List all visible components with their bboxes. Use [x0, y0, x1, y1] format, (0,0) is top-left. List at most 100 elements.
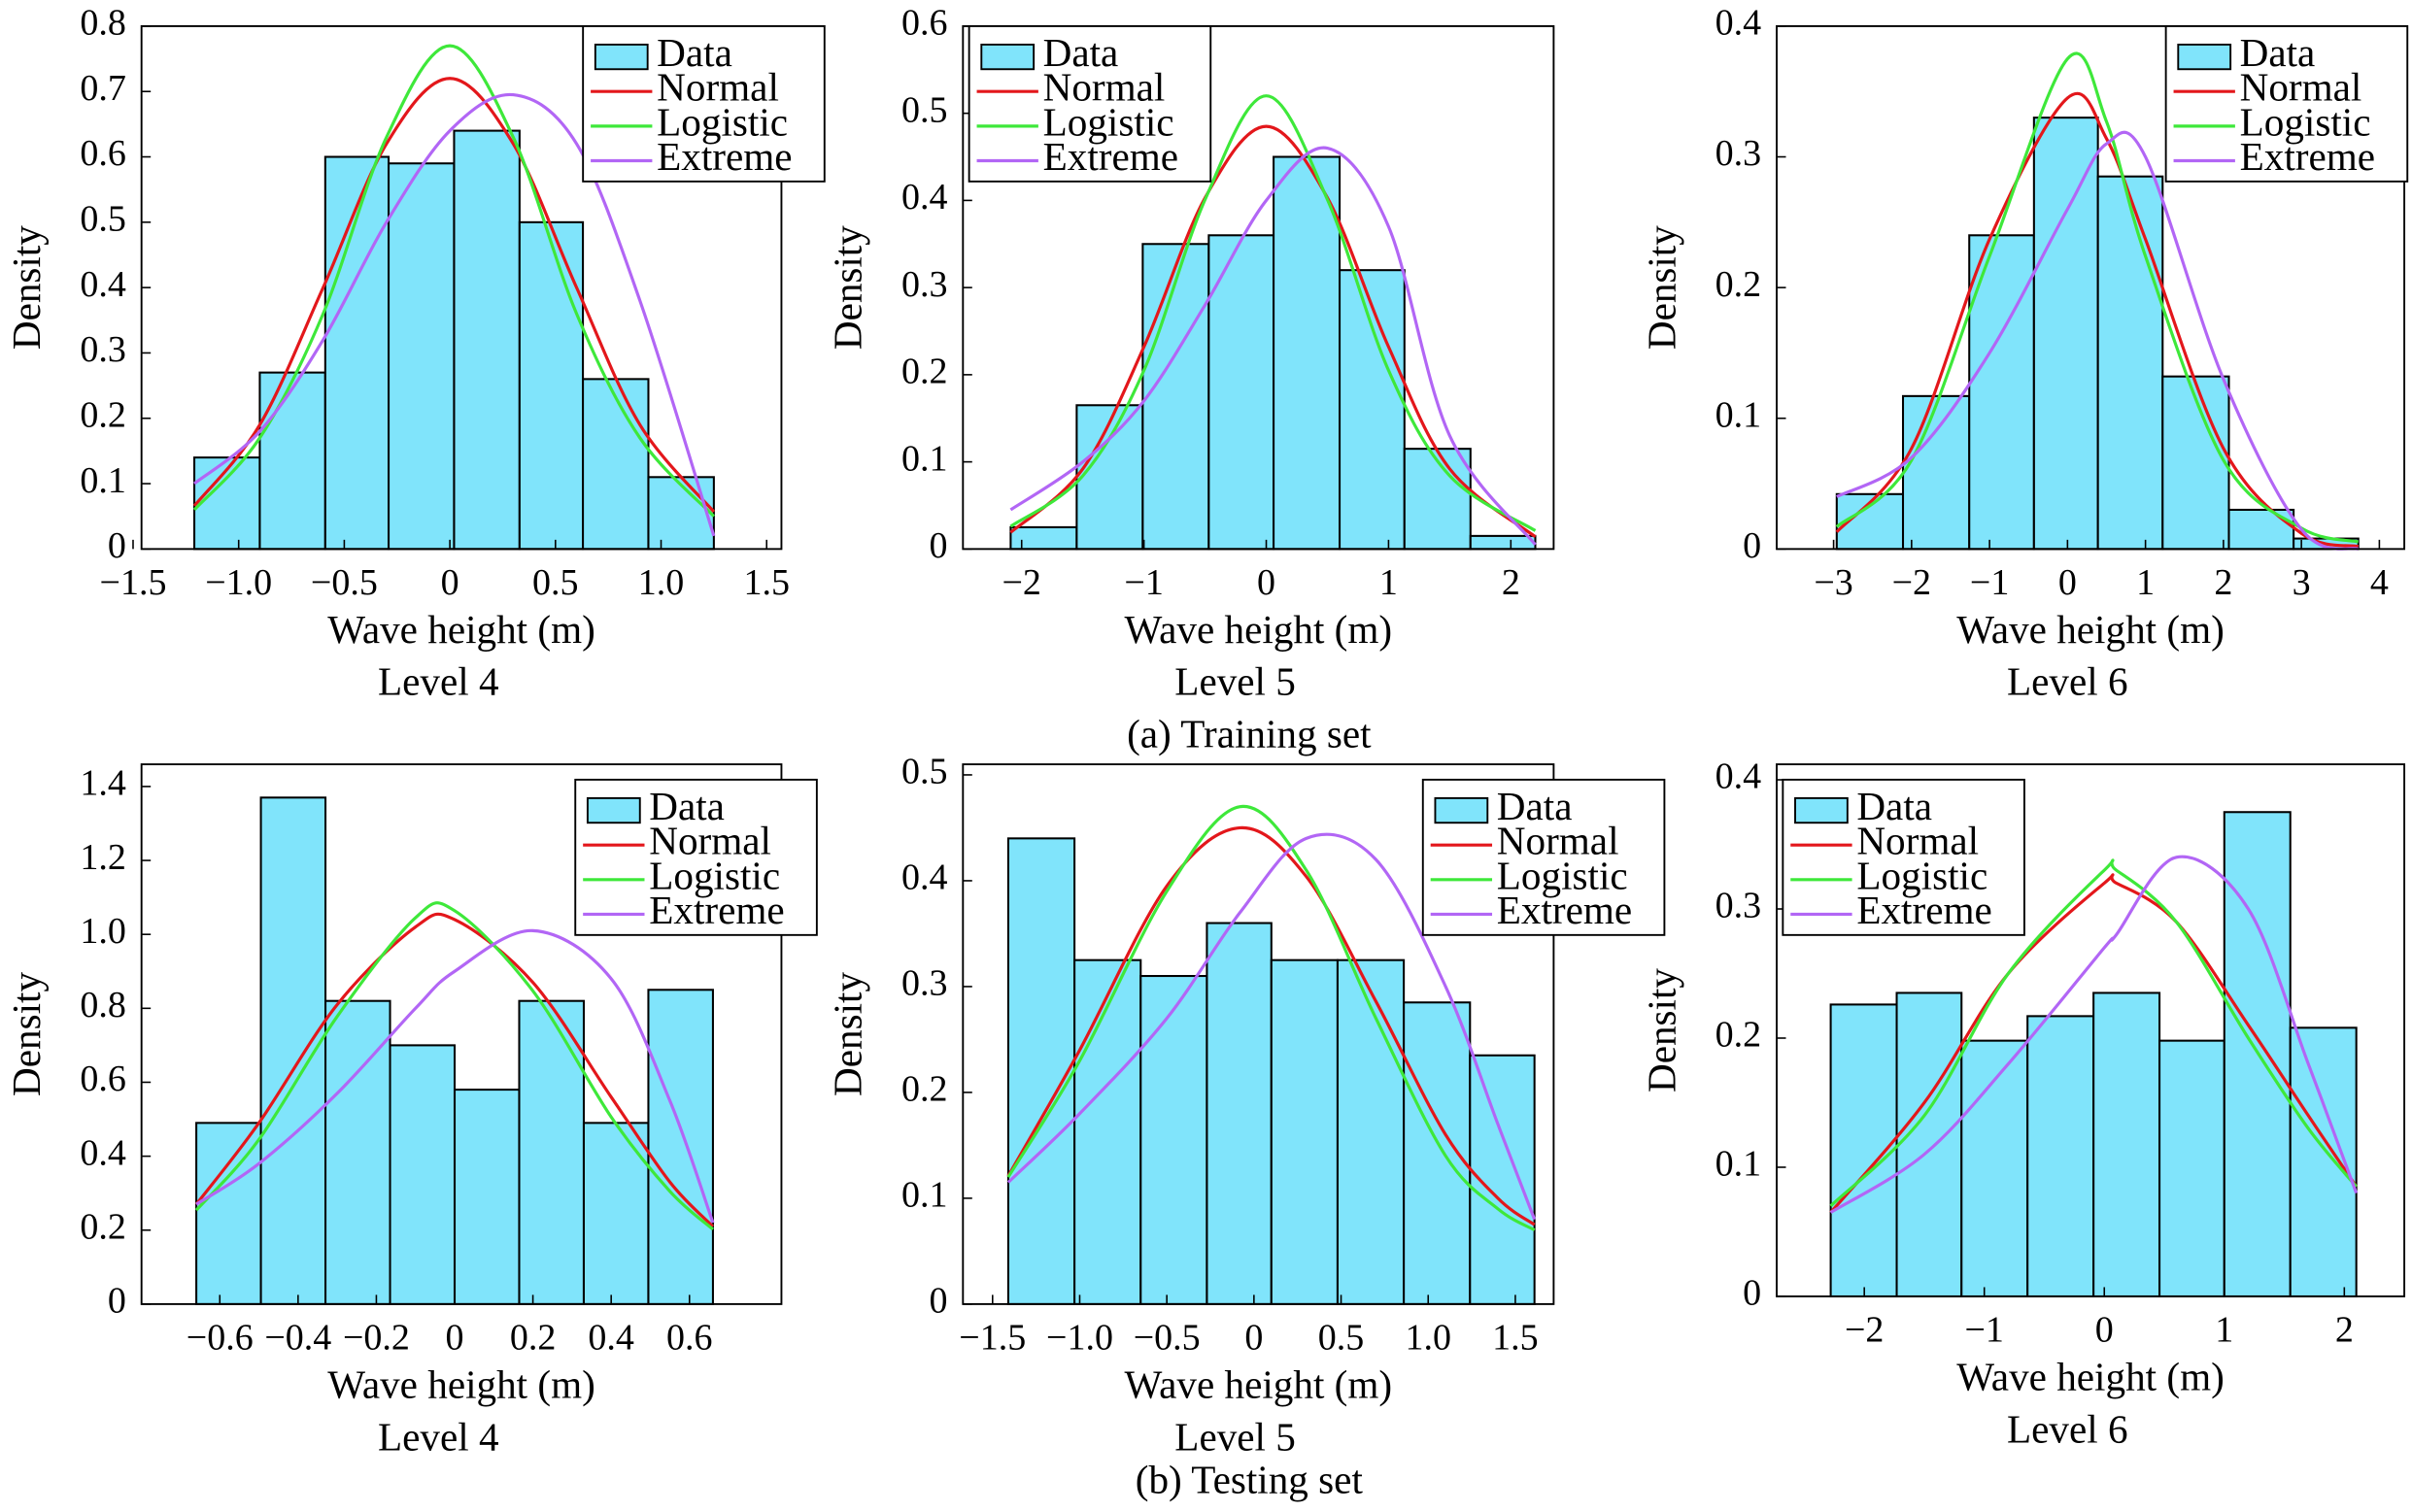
legend-label: Logistic	[2240, 99, 2371, 144]
y-tick-label: 0.2	[901, 1069, 947, 1110]
x-tick-label: 1	[2136, 562, 2155, 603]
histogram-bar	[1336, 958, 1406, 1305]
legend-label: Logistic	[1043, 99, 1174, 144]
y-axis-label: Density	[826, 972, 870, 1096]
y-tick-label: 0.3	[1716, 133, 1761, 174]
x-tick-label: 0	[1257, 562, 1275, 603]
legend-label: Extreme	[649, 888, 784, 932]
x-tick-label: 0	[1244, 1318, 1263, 1359]
histogram-bar	[193, 456, 261, 551]
x-tick-label: −1.0	[1046, 1318, 1113, 1359]
y-tick-label: 0	[1743, 525, 1761, 566]
x-tick-label: 2	[2335, 1310, 2354, 1351]
y-tick-label: 0.3	[901, 264, 947, 305]
x-tick-label: −2	[1892, 562, 1931, 603]
y-tick-label: 0	[929, 525, 947, 566]
legend-label: Normal	[1856, 819, 1979, 863]
histogram-bar	[2092, 991, 2161, 1298]
fit-curve	[1006, 832, 1537, 1221]
x-tick-label: −0.5	[1134, 1318, 1201, 1359]
histogram-bar	[1009, 525, 1078, 551]
y-axis-label: Density	[826, 225, 870, 350]
x-tick-label: −1	[1124, 562, 1163, 603]
fit-curve	[1009, 124, 1537, 539]
y-tick-label: 0.4	[80, 264, 125, 305]
histogram-bar	[1968, 234, 2035, 551]
x-tick-label: 1.0	[1405, 1318, 1450, 1359]
legend-label: Extreme	[1043, 134, 1178, 179]
fit-curve	[1835, 51, 2360, 544]
y-tick-label: 0.6	[80, 1058, 125, 1099]
legend-swatch	[586, 796, 641, 824]
y-tick-label: 0.4	[901, 177, 947, 218]
x-tick-label: −1.5	[100, 562, 167, 603]
x-tick-label: 0.5	[532, 562, 578, 603]
y-tick-label: 0.6	[901, 3, 947, 44]
y-tick-label: 0.4	[901, 857, 947, 898]
histogram-bar	[1960, 1039, 2029, 1298]
x-tick-label: 0	[2058, 562, 2077, 603]
panel-title: Level 6	[2007, 1406, 2128, 1451]
x-tick-label: −1	[1970, 562, 2009, 603]
legend-label: Data	[1497, 784, 1573, 828]
histogram-bar	[1206, 922, 1273, 1305]
histogram-bar	[2032, 117, 2099, 551]
y-tick-label: 0.4	[80, 1132, 125, 1173]
histogram-bar	[1469, 534, 1537, 551]
caption: (b) Testing set	[1136, 1458, 1364, 1503]
histogram-bar	[1139, 975, 1208, 1305]
x-axis-label: Wave height (m)	[327, 607, 595, 653]
histogram-bar	[2161, 375, 2230, 551]
histogram-bar	[1075, 404, 1144, 551]
y-tick-label: 0.1	[1716, 1144, 1761, 1185]
y-tick-label: 0.3	[901, 963, 947, 1004]
x-tick-label: 2	[1502, 562, 1520, 603]
panel-title: Level 5	[1174, 659, 1296, 704]
fit-curve	[194, 912, 715, 1228]
y-tick-label: 0.4	[1716, 3, 1761, 44]
fit-curve	[1009, 146, 1537, 546]
legend-label: Data	[2240, 30, 2316, 75]
x-tick-label: 1.5	[743, 562, 789, 603]
histogram-bar	[2096, 175, 2164, 551]
y-tick-label: 0.5	[901, 89, 947, 130]
fit-curve	[194, 901, 714, 1231]
y-tick-label: 0.8	[80, 3, 125, 44]
histogram-bar	[518, 220, 585, 551]
histogram-bar	[1273, 155, 1342, 551]
axes-frame	[962, 763, 1555, 1305]
histogram-bar	[1270, 958, 1339, 1305]
x-axis-label: Wave height (m)	[1125, 1361, 1393, 1407]
histogram-bar	[647, 989, 714, 1305]
legend-label: Data	[1043, 30, 1119, 75]
y-tick-label: 0	[108, 1281, 126, 1322]
histogram-bar	[453, 1089, 521, 1305]
y-tick-label: 0.2	[1716, 264, 1761, 305]
x-tick-label: 4	[2370, 562, 2389, 603]
x-tick-label: 0.5	[1318, 1318, 1364, 1359]
histogram-bar	[388, 162, 456, 551]
histogram-bar	[582, 1122, 650, 1305]
legend-label: Logistic	[1497, 853, 1628, 897]
y-tick-label: 1.2	[80, 837, 125, 878]
legend-swatch	[2177, 43, 2232, 71]
x-tick-label: −0.2	[343, 1318, 410, 1359]
y-tick-label: 0.1	[901, 438, 947, 479]
histogram-bar	[2026, 1015, 2095, 1298]
y-tick-label: 0	[929, 1281, 947, 1322]
x-tick-label: −2	[1845, 1310, 1884, 1351]
legend-label: Normal	[1043, 65, 1166, 110]
fit-curve	[192, 77, 716, 514]
fit-curve	[193, 92, 716, 537]
x-tick-label: 0.6	[666, 1318, 712, 1359]
fit-curve	[1829, 858, 2358, 1208]
y-tick-label: 0.5	[80, 199, 125, 240]
histogram-bar	[1895, 991, 1963, 1298]
legend-label: Normal	[657, 65, 779, 110]
x-tick-label: 2	[2214, 562, 2232, 603]
legend-label: Extreme	[1856, 888, 1991, 932]
legend-swatch	[594, 43, 649, 71]
histogram-bar	[518, 999, 586, 1305]
